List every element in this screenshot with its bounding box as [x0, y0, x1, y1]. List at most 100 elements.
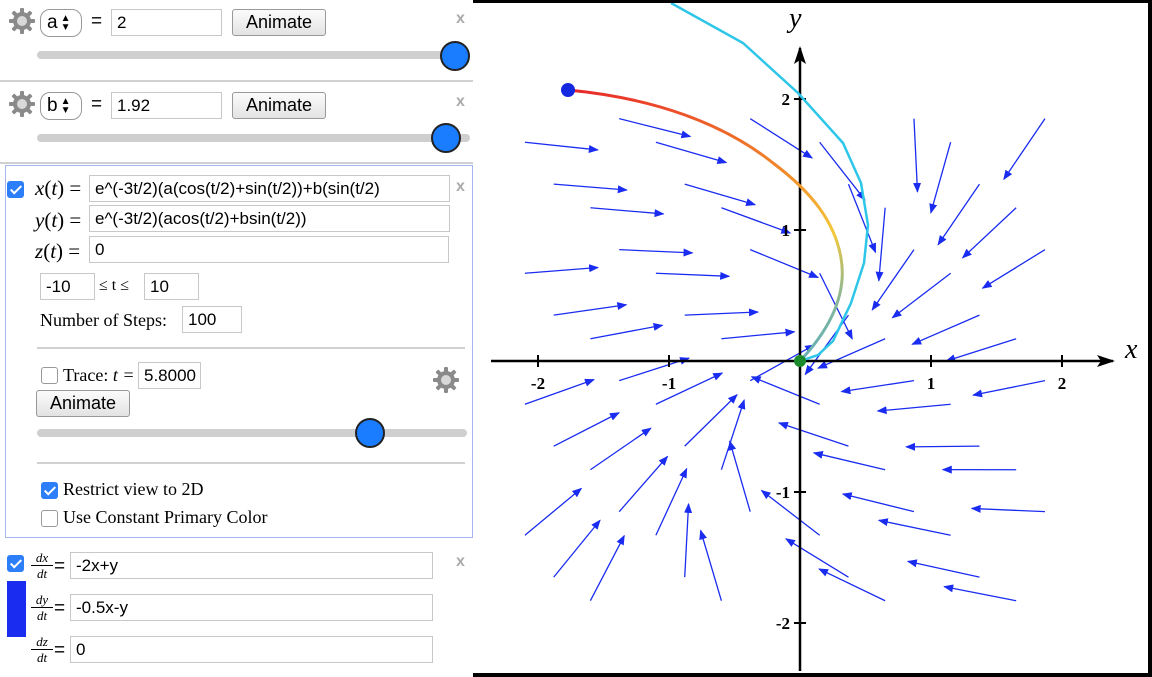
dx-dt-fraction: dx dt [31, 550, 53, 581]
slider-a-track[interactable] [37, 51, 470, 59]
y-tick-label: -1 [776, 483, 790, 502]
constant-color-checkbox[interactable] [41, 510, 58, 527]
graph-view[interactable]: x y -2 -1 1 2 2 1 -1 -2 [473, 1, 1148, 673]
slider-a-animate-button[interactable]: Animate [232, 9, 326, 36]
field-arrow [684, 308, 760, 317]
field-arrow [972, 380, 1046, 398]
gear-icon[interactable] [431, 365, 461, 395]
gear-icon[interactable] [7, 89, 37, 119]
field-arrow [1003, 118, 1046, 181]
x-tick-label: 1 [927, 374, 936, 393]
field-arrow [553, 519, 601, 578]
t-slider-track[interactable] [37, 429, 467, 437]
slider-b-knob[interactable] [431, 123, 461, 153]
slider-b-animate-button[interactable]: Animate [232, 92, 326, 119]
vector-field-close-button[interactable]: x [456, 553, 465, 570]
y-tick-label: 2 [782, 90, 791, 109]
slider-a-knob[interactable] [440, 41, 470, 71]
field-arrow [721, 328, 796, 340]
graph-canvas[interactable]: x y -2 -1 1 2 2 1 -1 -2 [473, 1, 1148, 673]
axes: x y -2 -1 1 2 2 1 -1 -2 [491, 3, 1138, 671]
equals-sign: = [54, 640, 66, 661]
divider [0, 162, 473, 164]
gear-icon[interactable] [7, 6, 37, 36]
slider-b-close-button[interactable]: x [456, 93, 465, 110]
field-arrow [871, 249, 915, 311]
steps-input[interactable]: 100 [182, 306, 242, 333]
slider-a-name-select[interactable]: a ▲ ▼ [40, 9, 82, 37]
field-arrow [847, 183, 877, 254]
t-slider-knob[interactable] [355, 418, 385, 448]
control-panel: a ▲ ▼ = 2 Animate x b ▲ ▼ = 1.92 Animate x x… [0, 0, 473, 677]
field-arrow [618, 455, 669, 513]
field-arrow [929, 142, 952, 214]
field-arrow [840, 380, 915, 395]
trajectory-start-point[interactable] [561, 83, 575, 97]
y-expr-input[interactable]: e^(-3t/2)(acos(t/2)+bsin(t/2)) [89, 205, 450, 232]
field-arrow [749, 118, 813, 159]
origin-point[interactable] [794, 355, 806, 367]
field-arrow [943, 584, 1017, 602]
divider [37, 347, 465, 349]
slider-a-close-button[interactable]: x [456, 10, 465, 27]
slider-b-name-select[interactable]: b ▲ ▼ [40, 92, 82, 120]
trajectory-curve [567, 88, 844, 363]
vector-field [524, 118, 1046, 602]
field-arrow [876, 403, 951, 415]
dx-expr-input[interactable]: -2x+y [70, 552, 433, 579]
param-curve-panel [5, 165, 473, 538]
param-curve-visible-checkbox[interactable] [7, 181, 24, 198]
field-arrow [728, 440, 751, 512]
field-arrow [961, 207, 1017, 259]
slider-b-name: b [47, 95, 58, 116]
equals-sign: = [54, 598, 66, 619]
field-arrow [655, 467, 688, 536]
trace-checkbox[interactable] [41, 367, 58, 384]
guide-curve [670, 1, 870, 363]
field-arrow [720, 399, 746, 470]
field-arrow [760, 489, 821, 536]
field-arrow [749, 344, 816, 382]
t-value-input[interactable]: 5.8000 [138, 362, 201, 389]
field-color-swatch[interactable] [7, 581, 26, 637]
field-arrow [875, 207, 886, 282]
field-arrow [553, 302, 628, 316]
field-arrow [721, 207, 792, 234]
trace-label: Trace: t = [63, 365, 135, 385]
field-arrow [553, 183, 628, 194]
field-arrow [655, 271, 731, 280]
updown-icon: ▲ ▼ [60, 95, 71, 116]
t-animate-button[interactable]: Animate [36, 390, 130, 417]
t-max-input[interactable]: 10 [144, 273, 199, 300]
x-expr-input[interactable]: e^(-3t/2)(a(cos(t/2)+sin(t/2))+b(sin(t/2… [89, 175, 450, 202]
field-arrow [590, 322, 664, 340]
y-label: y(t) = [35, 208, 82, 232]
dy-expr-input[interactable]: -0.5x-y [70, 594, 433, 621]
field-arrow [684, 502, 693, 578]
x-axis-label: x [1124, 334, 1138, 365]
field-arrow [655, 372, 724, 405]
z-expr-input[interactable]: 0 [89, 236, 449, 263]
t-min-input[interactable]: -10 [40, 273, 95, 300]
field-arrow [906, 559, 980, 578]
dz-dt-fraction: dz dt [31, 634, 53, 665]
param-curve-close-button[interactable]: x [456, 178, 465, 195]
slider-b-track[interactable] [37, 134, 470, 142]
field-arrow [818, 568, 886, 602]
y-tick-label: 1 [782, 221, 791, 240]
field-arrow [524, 264, 600, 274]
slider-a-value-input[interactable]: 2 [111, 9, 222, 36]
field-arrow [891, 272, 952, 319]
field-arrow [812, 450, 886, 471]
restrict-2d-checkbox[interactable] [41, 482, 58, 499]
slider-b-value-input[interactable]: 1.92 [111, 92, 222, 119]
field-arrow [619, 118, 692, 139]
field-arrow [684, 394, 738, 447]
x-label: x(t) = [35, 176, 82, 200]
vector-field-visible-checkbox[interactable] [7, 555, 24, 572]
dz-expr-input[interactable]: 0 [70, 636, 433, 663]
z-label: z(t) = [35, 239, 81, 263]
field-arrow [905, 442, 980, 451]
slider-a-name: a [47, 12, 58, 33]
steps-label: Number of Steps: [40, 310, 167, 330]
